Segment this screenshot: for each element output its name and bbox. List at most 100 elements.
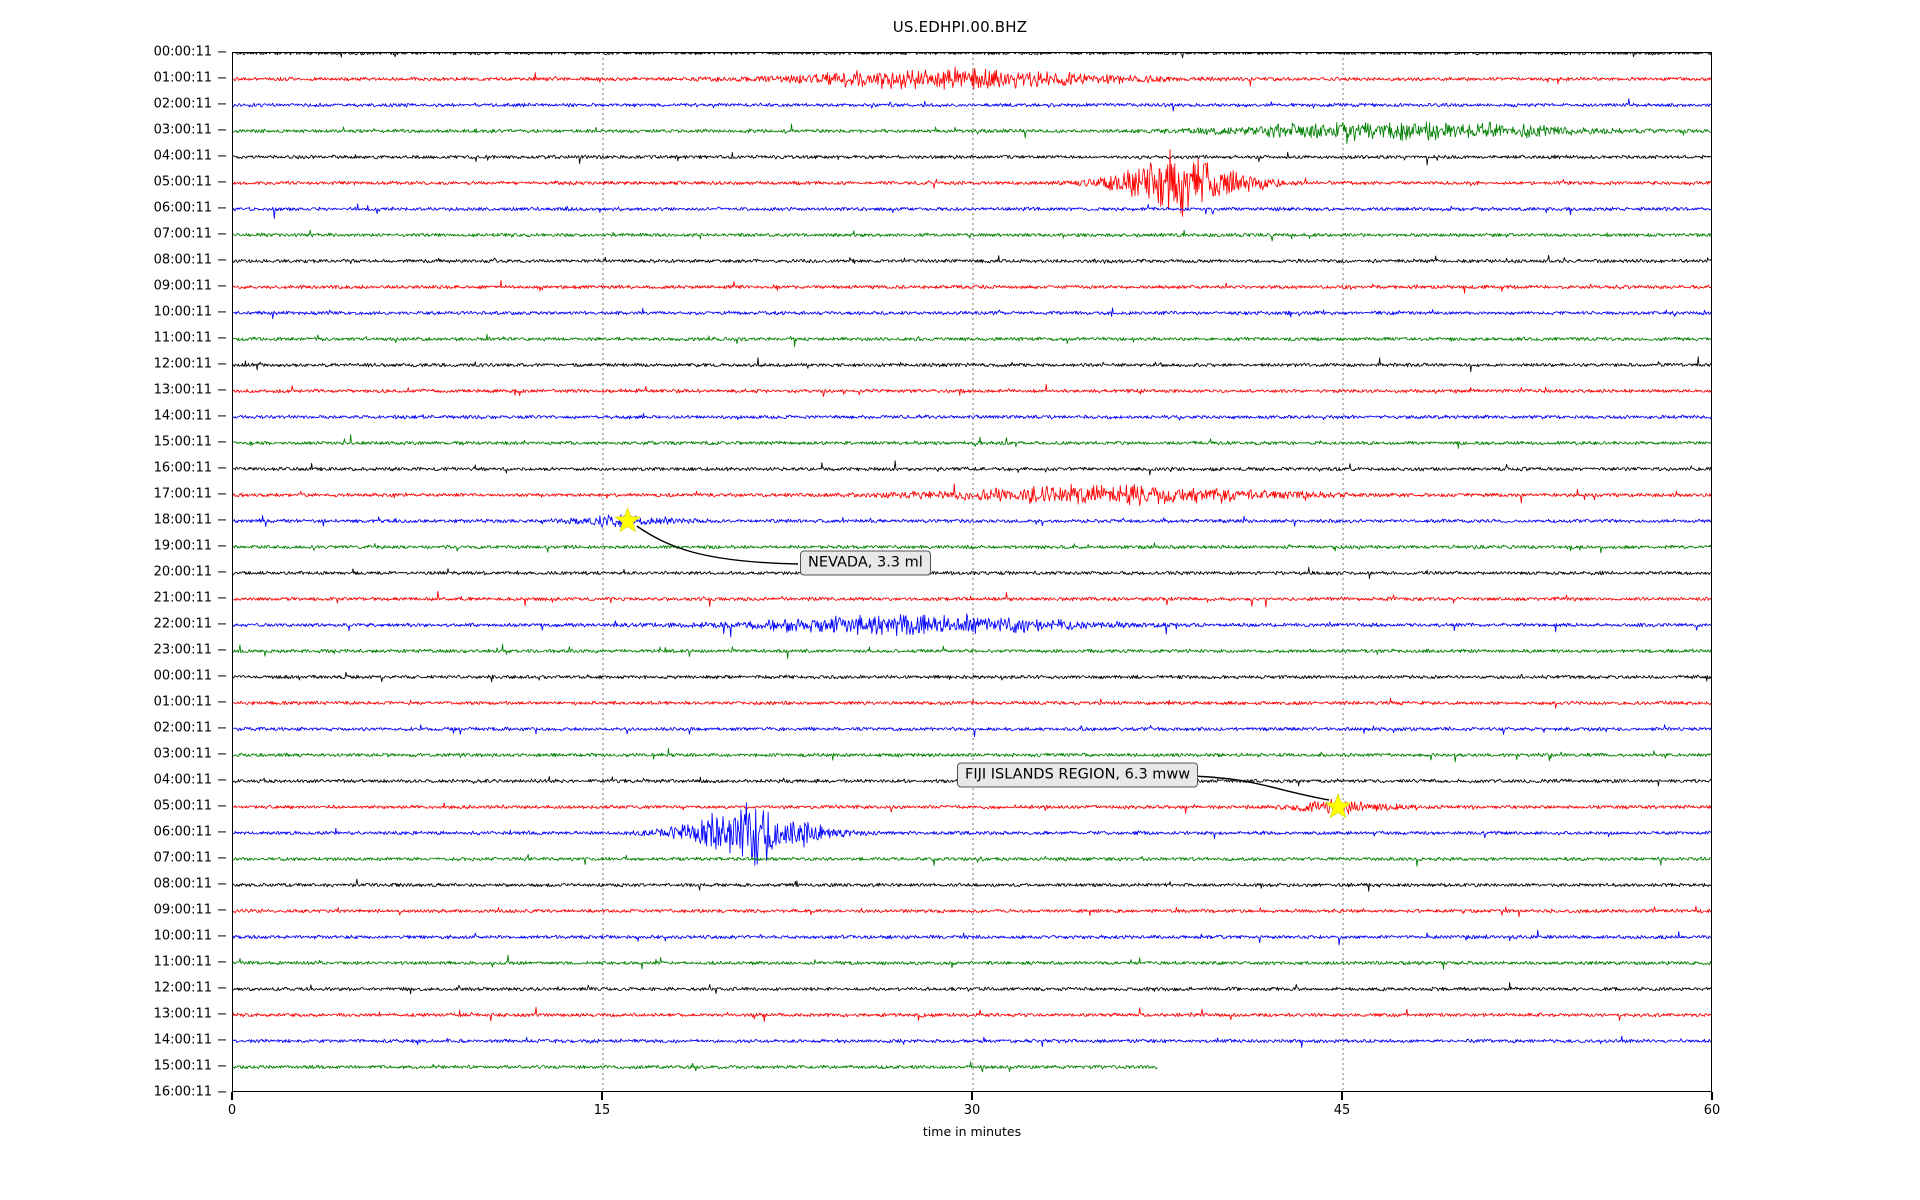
y-axis-tick-label: 11:00:11	[153, 330, 212, 346]
y-axis-tick-label: 22:00:11	[153, 616, 212, 632]
y-axis-tick-label: 20:00:11	[153, 564, 212, 580]
x-axis-tick-label: 45	[1333, 1103, 1351, 1118]
y-axis-tick-label: 12:00:11	[153, 980, 212, 996]
event-star-marker[interactable]	[614, 506, 641, 533]
y-axis-tick-label: 02:00:11	[153, 720, 212, 736]
event-annotation-fiji[interactable]: FIJI ISLANDS REGION, 6.3 mww	[957, 762, 1199, 788]
y-axis-tick-label: 06:00:11	[153, 824, 212, 840]
seismic-trace-row-5	[233, 149, 1711, 217]
y-axis-tick-mark	[218, 259, 226, 261]
seismic-trace-row-37	[233, 1006, 1711, 1022]
y-axis-tick-mark	[218, 935, 226, 937]
y-axis-tick-label: 08:00:11	[153, 252, 212, 268]
seismic-trace-row-33	[233, 905, 1711, 918]
x-axis-tick-mark	[1341, 1092, 1343, 1100]
plot-area	[232, 52, 1712, 1092]
y-axis-tick-label: 11:00:11	[153, 954, 212, 970]
y-axis-tick-mark	[218, 675, 226, 677]
y-axis-tick-mark	[218, 779, 226, 781]
y-axis-tick-label: 15:00:11	[153, 1058, 212, 1074]
y-axis-tick-mark	[218, 311, 226, 313]
seismic-trace-row-3	[233, 121, 1711, 145]
y-axis-tick-label: 13:00:11	[153, 1006, 212, 1022]
y-axis-tick-label: 05:00:11	[153, 174, 212, 190]
seismic-trace-row-14	[233, 412, 1711, 421]
y-axis-tick-mark	[218, 909, 226, 911]
seismic-trace-row-8	[233, 254, 1711, 265]
y-axis-tick-label: 19:00:11	[153, 538, 212, 554]
y-axis-tick-label: 17:00:11	[153, 486, 212, 502]
y-axis-tick-label: 00:00:11	[153, 668, 212, 684]
y-axis-tick-label: 00:00:11	[153, 44, 212, 60]
y-axis-tick-mark	[218, 233, 226, 235]
y-axis-tick-label: 03:00:11	[153, 122, 212, 138]
y-axis-tick-label: 01:00:11	[153, 70, 212, 86]
y-axis-tick-mark	[218, 467, 226, 469]
y-axis-tick-label: 18:00:11	[153, 512, 212, 528]
seismic-trace-row-23	[233, 643, 1711, 659]
seismic-trace-row-1	[233, 66, 1711, 90]
y-axis-tick-mark	[218, 389, 226, 391]
y-axis-tick-label: 12:00:11	[153, 356, 212, 372]
event-annotation-nevada[interactable]: NEVADA, 3.3 ml	[800, 550, 931, 576]
y-axis-tick-mark	[218, 701, 226, 703]
y-axis-tick-mark	[218, 727, 226, 729]
y-axis-tick-label: 07:00:11	[153, 850, 212, 866]
y-axis-tick-mark	[218, 285, 226, 287]
seismic-trace-row-24	[233, 671, 1711, 683]
y-axis-tick-label: 01:00:11	[153, 694, 212, 710]
seismic-trace-row-16	[233, 460, 1711, 476]
y-axis-tick-mark	[218, 1091, 226, 1093]
y-axis-tick-mark	[218, 51, 226, 53]
y-axis-labels: 00:00:11 01:00:11 02:00:11 03:00:11 04:00:11…	[0, 45, 226, 1100]
y-axis-tick-label: 15:00:11	[153, 434, 212, 450]
y-axis-tick-mark	[218, 493, 226, 495]
seismic-trace-row-39	[233, 1061, 1158, 1073]
seismic-trace-row-15	[233, 434, 1711, 449]
x-axis-tick-mark	[971, 1092, 973, 1100]
seismic-trace-row-19	[233, 542, 1711, 554]
y-axis-tick-mark	[218, 857, 226, 859]
y-axis-tick-label: 09:00:11	[153, 902, 212, 918]
x-axis-tick-mark	[1711, 1092, 1713, 1100]
y-axis-tick-mark	[218, 1039, 226, 1041]
y-axis-tick-label: 04:00:11	[153, 148, 212, 164]
seismic-trace-row-32	[233, 878, 1711, 892]
seismic-trace-row-9	[233, 280, 1711, 294]
x-axis-tick-label: 60	[1703, 1103, 1721, 1118]
page-title: US.EDHPI.00.BHZ	[892, 18, 1028, 36]
y-axis-tick-mark	[218, 207, 226, 209]
y-axis-tick-label: 14:00:11	[153, 408, 212, 424]
seismic-trace-row-6	[233, 203, 1711, 219]
y-axis-tick-mark	[218, 883, 226, 885]
y-axis-tick-mark	[218, 155, 226, 157]
x-axis: 0 15 30 45 60	[228, 1092, 1720, 1152]
y-axis-tick-mark	[218, 415, 226, 417]
y-axis-tick-mark	[218, 597, 226, 599]
seismic-trace-row-4	[233, 151, 1711, 166]
seismic-trace-row-34	[233, 929, 1711, 946]
seismic-trace-row-38	[233, 1035, 1711, 1048]
y-axis-tick-mark	[218, 831, 226, 833]
y-axis-tick-label: 23:00:11	[153, 642, 212, 658]
y-axis-tick-mark	[218, 961, 226, 963]
y-axis-tick-mark	[218, 441, 226, 443]
y-axis-tick-mark	[218, 129, 226, 131]
y-axis-tick-mark	[218, 805, 226, 807]
annotation-leader-line	[1188, 775, 1330, 801]
seismic-trace-row-18	[233, 514, 1711, 528]
x-axis-tick-mark	[231, 1092, 233, 1100]
y-axis-tick-label: 14:00:11	[153, 1032, 212, 1048]
y-axis-tick-label: 07:00:11	[153, 226, 212, 242]
seismic-trace-row-25	[233, 697, 1711, 709]
event-star-marker[interactable]	[1324, 792, 1352, 819]
y-axis-tick-label: 03:00:11	[153, 746, 212, 762]
seismic-trace-row-35	[233, 954, 1711, 970]
y-axis-tick-label: 21:00:11	[153, 590, 212, 606]
y-axis-tick-label: 10:00:11	[153, 928, 212, 944]
y-axis-tick-label: 10:00:11	[153, 304, 212, 320]
seismic-trace-row-29	[233, 798, 1711, 815]
y-axis-tick-mark	[218, 623, 226, 625]
seismic-traces	[233, 53, 1711, 1091]
seismic-trace-row-17	[233, 483, 1711, 507]
